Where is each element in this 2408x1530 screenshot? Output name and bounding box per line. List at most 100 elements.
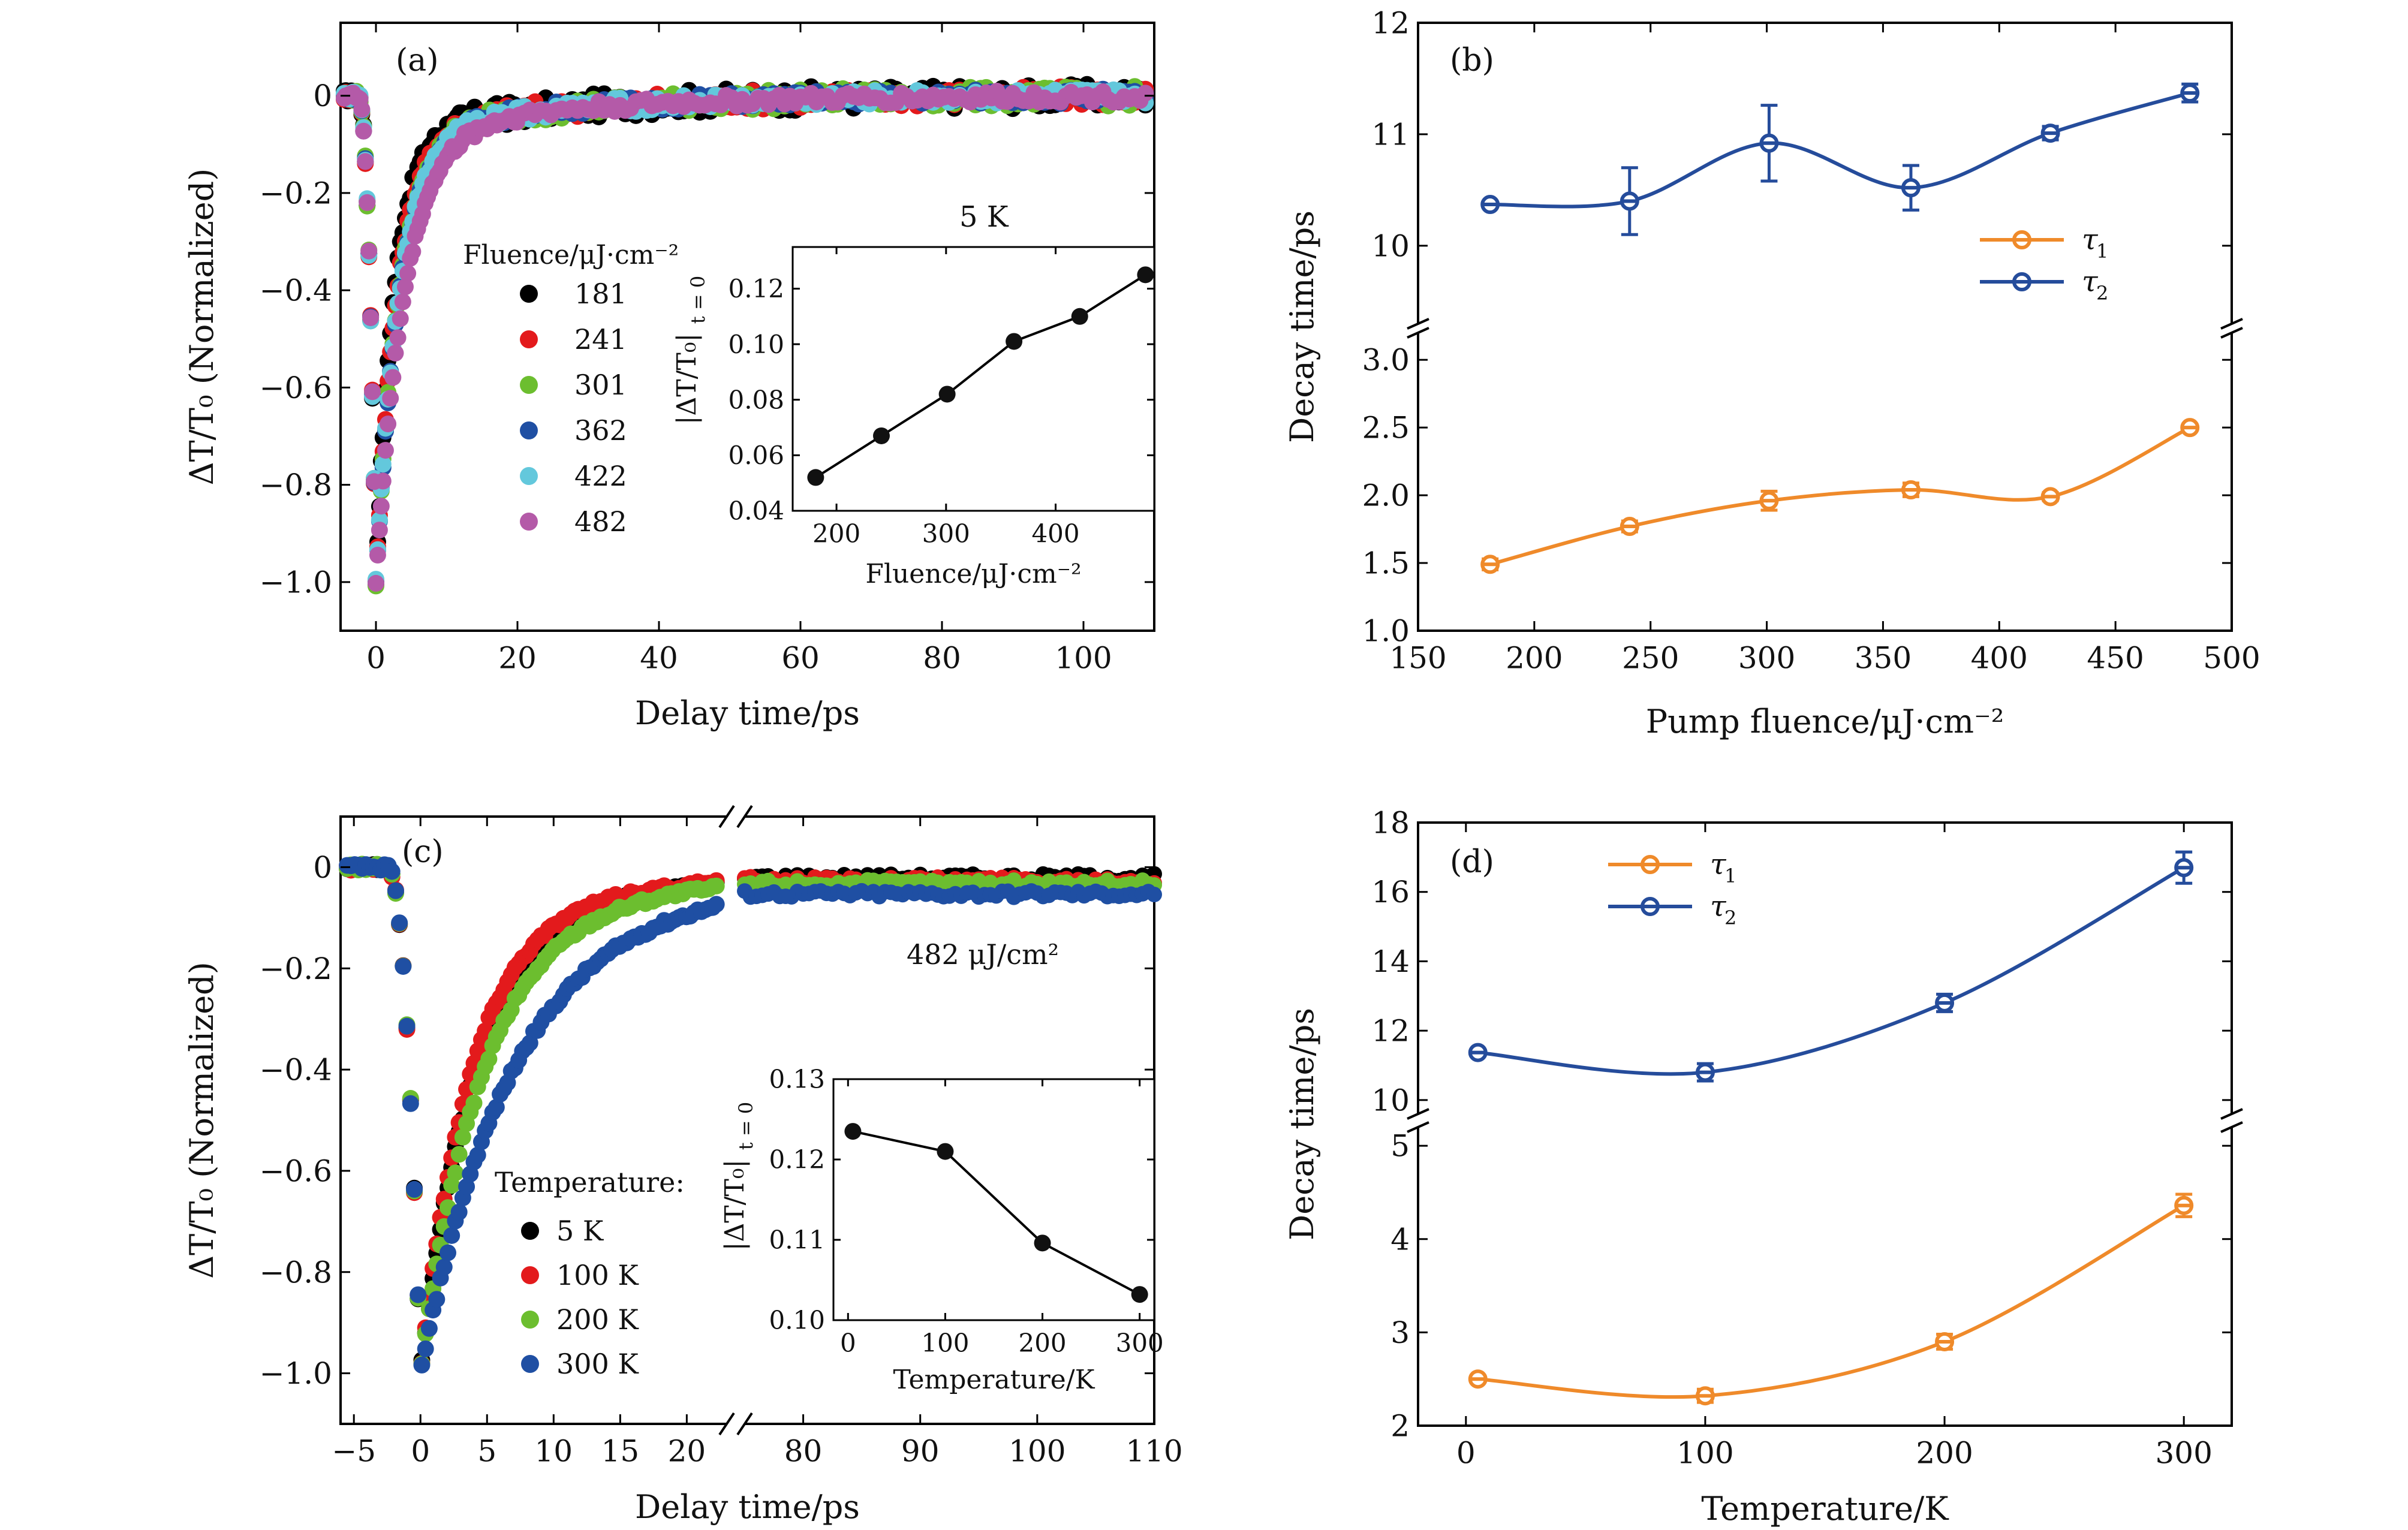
data-point bbox=[398, 1017, 416, 1035]
y-tick-label: 0.04 bbox=[728, 496, 784, 526]
x-tick-label: 100 bbox=[1009, 1434, 1065, 1469]
x-tick-label: 0 bbox=[1456, 1436, 1476, 1471]
panel-label: (b) bbox=[1450, 43, 1494, 79]
y-tick-label: 14 bbox=[1371, 944, 1410, 979]
plot-frame-left bbox=[339, 815, 727, 1425]
y-tick-label: −1.0 bbox=[260, 1356, 332, 1391]
x-tick-label: 0 bbox=[366, 641, 386, 676]
y-tick-label: 1.5 bbox=[1362, 546, 1410, 581]
inset-x-axis-label: Fluence/μJ·cm⁻² bbox=[865, 559, 1081, 589]
data-point bbox=[382, 390, 399, 407]
x-tick-label: 200 bbox=[812, 519, 860, 549]
axis-break-mark bbox=[718, 1412, 735, 1436]
x-tick-label: −5 bbox=[332, 1434, 376, 1469]
axis-break-mark bbox=[1407, 318, 1429, 330]
x-tick-label: 400 bbox=[1031, 519, 1079, 549]
axis-break-mark bbox=[2220, 1121, 2243, 1133]
y-tick-label: −0.4 bbox=[260, 1053, 332, 1088]
series-300 K bbox=[339, 856, 1162, 1374]
axis-break-mark bbox=[718, 805, 735, 829]
inset-point bbox=[1034, 1234, 1051, 1252]
legend-marker bbox=[521, 1355, 539, 1373]
inset-line bbox=[815, 273, 1146, 479]
y-axis-label: Decay time/ps bbox=[1283, 210, 1321, 443]
axis-break-mark bbox=[2220, 318, 2243, 330]
inset-point bbox=[938, 385, 956, 403]
data-point bbox=[454, 1128, 471, 1146]
y-tick-label: 0.08 bbox=[728, 385, 784, 414]
legend-label: 422 bbox=[574, 460, 627, 492]
panel-c: −5 0 5 10 15 20 80 90 100 110 0 −0.2 −0.4 −0.6 −0.8 −1.… bbox=[183, 805, 1183, 1526]
y-tick-label: 2.5 bbox=[1362, 411, 1410, 445]
legend-label: 200 K bbox=[556, 1303, 639, 1336]
lower-frame bbox=[1417, 1127, 2233, 1427]
y-tick-label: −0.6 bbox=[260, 1153, 332, 1188]
data-point bbox=[406, 1180, 423, 1198]
data-point bbox=[383, 863, 401, 880]
y-tick-label: 12 bbox=[1371, 1014, 1410, 1049]
x-tick-label: 20 bbox=[668, 1434, 706, 1469]
legend-label: 241 bbox=[574, 323, 627, 356]
x-axis-label: Pump fluence/μJ·cm⁻² bbox=[1646, 703, 2004, 740]
fit-curve bbox=[1490, 91, 2191, 209]
lower-frame bbox=[1417, 333, 2233, 632]
panel-b: 150 200 250 300 350 400 450 5001011121.01.52.02… bbox=[1283, 6, 2260, 741]
legend-marker bbox=[521, 1311, 539, 1329]
data-point bbox=[443, 1227, 460, 1244]
x-tick-label: 200 bbox=[1916, 1436, 1973, 1471]
y-tick-label: 4 bbox=[1390, 1222, 1410, 1257]
data-point bbox=[392, 310, 409, 327]
inset-point bbox=[1137, 266, 1154, 284]
y-tick-label: −0.8 bbox=[260, 468, 332, 502]
x-tick-label: 5 bbox=[477, 1434, 496, 1469]
data-point bbox=[435, 1258, 453, 1276]
y-tick-label: 11 bbox=[1371, 117, 1410, 152]
inset-line bbox=[852, 1130, 1140, 1296]
legend-label: 301 bbox=[574, 369, 627, 401]
legend-marker bbox=[520, 421, 538, 439]
x-tick-label: 250 bbox=[1622, 641, 1679, 676]
data-point bbox=[465, 1094, 483, 1112]
axis-break-mark bbox=[736, 1412, 753, 1436]
x-axis-label: Delay time/ps bbox=[635, 694, 860, 732]
data-point bbox=[372, 498, 390, 515]
inset-frame bbox=[832, 1078, 1155, 1321]
data-point bbox=[439, 1244, 456, 1261]
legend-label-subscript: 2 bbox=[1724, 906, 1736, 929]
legend-label-subscript: 1 bbox=[2096, 240, 2108, 263]
series-482 bbox=[335, 83, 1154, 592]
inset-point bbox=[1071, 308, 1088, 325]
x-tick-label: 40 bbox=[640, 641, 678, 676]
x-tick-label: 110 bbox=[1125, 1434, 1182, 1469]
x-tick-label: 90 bbox=[901, 1434, 940, 1469]
x-tick-label: 150 bbox=[1389, 641, 1446, 676]
upper-frame bbox=[1417, 22, 2233, 324]
y-tick-label: 3 bbox=[1390, 1315, 1410, 1350]
data-point bbox=[371, 522, 388, 539]
x-tick-label: 10 bbox=[534, 1434, 573, 1469]
inset-point bbox=[807, 469, 824, 486]
panel-a: 0 20 40 60 80 100 0 −0.2 −0.4 −0.6 −0.8 −1.0 (a) Dela… bbox=[183, 22, 1155, 732]
annotation: 482 μJ/cm² bbox=[907, 938, 1059, 971]
y-tick-label: 2 bbox=[1390, 1409, 1410, 1444]
y-tick-label: 12 bbox=[1371, 6, 1410, 41]
legend-label: 181 bbox=[574, 278, 627, 310]
x-tick-label: 0 bbox=[411, 1434, 430, 1469]
inset-y-axis-label: |ΔT/T₀| bbox=[720, 1159, 750, 1251]
legend-title: Fluence/μJ·cm⁻² bbox=[463, 240, 679, 270]
legend-label-subscript: 1 bbox=[1724, 865, 1736, 887]
legend-label: τ bbox=[1710, 848, 1727, 881]
data-point bbox=[387, 344, 404, 362]
y-tick-label: 0.13 bbox=[769, 1065, 825, 1094]
data-point bbox=[450, 1146, 468, 1163]
y-tick-label: 16 bbox=[1371, 875, 1410, 909]
axis-break-mark bbox=[2220, 327, 2243, 339]
inset-point bbox=[873, 427, 890, 444]
inset-y-axis-subscript: t = 0 bbox=[687, 276, 709, 324]
upper-frame bbox=[1417, 821, 2233, 1114]
data-point bbox=[404, 243, 422, 260]
y-tick-label: 0 bbox=[313, 79, 332, 113]
x-tick-label: 80 bbox=[923, 641, 961, 676]
legend-marker bbox=[520, 513, 538, 531]
annotation: 5 K bbox=[959, 200, 1009, 234]
